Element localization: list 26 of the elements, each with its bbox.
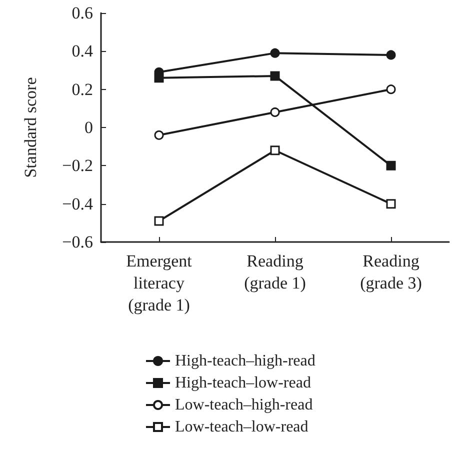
point — [386, 84, 396, 94]
point — [270, 107, 280, 117]
point — [270, 48, 280, 58]
y-tick-label: −0.2 — [62, 156, 93, 176]
y-tick-label: −0.4 — [62, 194, 94, 214]
point — [154, 73, 164, 83]
point — [270, 146, 280, 156]
y-tick-label: 0 — [84, 118, 93, 137]
point — [270, 71, 280, 81]
legend-label: Low-teach–high-read — [175, 396, 313, 414]
point — [386, 160, 396, 170]
x-tick-label: Emergent literacy (grade 1) — [126, 252, 192, 314]
x-tick-label: Reading (grade 3) — [360, 252, 422, 292]
legend-label: High-teach–low-read — [175, 374, 311, 392]
y-tick-label: 0.6 — [72, 4, 93, 22]
y-axis-title: Standard score — [21, 77, 40, 178]
legend-label: Low-teach–low-read — [175, 418, 308, 436]
point — [386, 199, 396, 209]
legend-label: High-teach–high-read — [175, 352, 316, 370]
y-tick-label: −0.6 — [62, 232, 93, 252]
point — [154, 130, 164, 140]
y-tick-label: 0.4 — [72, 42, 94, 61]
point — [154, 216, 164, 226]
y-tick-label: 0.2 — [72, 80, 93, 99]
x-tick-label: Reading (grade 1) — [244, 252, 306, 292]
point — [386, 50, 396, 60]
